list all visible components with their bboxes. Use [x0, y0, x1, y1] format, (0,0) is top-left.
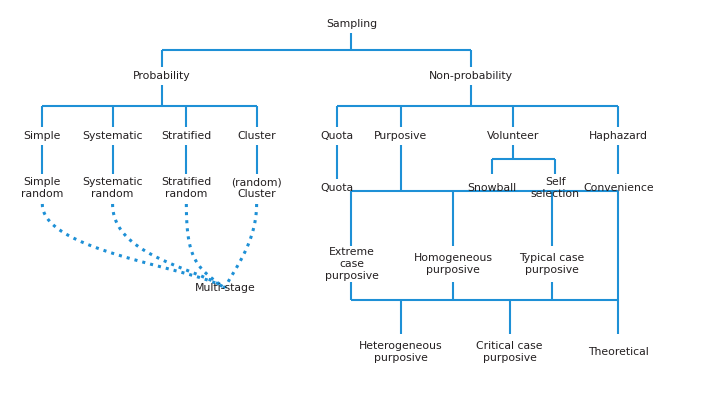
Text: Systematic
random: Systematic random	[82, 177, 143, 199]
Text: Snowball: Snowball	[467, 183, 516, 193]
Text: Volunteer: Volunteer	[487, 131, 539, 141]
Text: Homogeneous
purposive: Homogeneous purposive	[414, 253, 493, 275]
Text: Simple
random: Simple random	[21, 177, 64, 199]
Text: Self
selection: Self selection	[531, 177, 580, 199]
Text: Simple: Simple	[24, 131, 61, 141]
Text: Haphazard: Haphazard	[589, 131, 648, 141]
Text: Theoretical: Theoretical	[588, 347, 649, 357]
Text: (random)
Cluster: (random) Cluster	[232, 177, 282, 199]
Text: Probability: Probability	[133, 71, 191, 81]
Text: Critical case
purposive: Critical case purposive	[476, 341, 543, 363]
Text: Typical case
purposive: Typical case purposive	[519, 253, 584, 275]
Text: Heterogeneous
purposive: Heterogeneous purposive	[358, 341, 442, 363]
Text: Non-probability: Non-probability	[429, 71, 513, 81]
Text: Quota: Quota	[321, 131, 354, 141]
Text: Quota: Quota	[321, 183, 354, 193]
Text: Systematic: Systematic	[82, 131, 143, 141]
Text: Cluster: Cluster	[237, 131, 276, 141]
Text: Convenience: Convenience	[583, 183, 654, 193]
Text: Stratified
random: Stratified random	[161, 177, 212, 199]
Text: Multi-stage: Multi-stage	[194, 283, 255, 293]
Text: Purposive: Purposive	[374, 131, 427, 141]
Text: Stratified: Stratified	[161, 131, 212, 141]
Text: Sampling: Sampling	[326, 19, 377, 29]
Text: Extreme
case
purposive: Extreme case purposive	[325, 247, 379, 281]
